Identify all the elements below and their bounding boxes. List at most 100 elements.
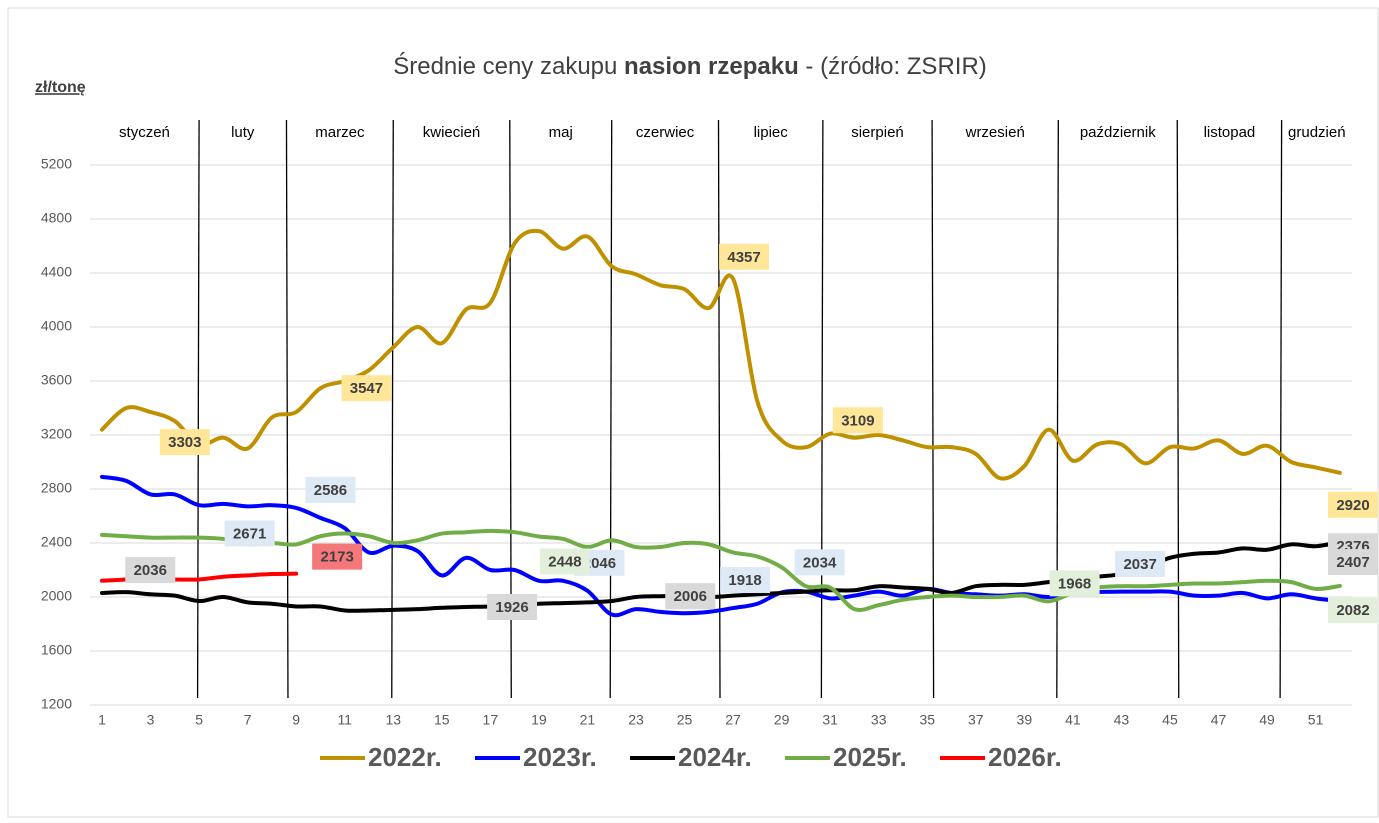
series-line	[100, 474, 1342, 618]
x-tick-label: 27	[725, 712, 741, 728]
month-label: styczeń	[119, 124, 170, 141]
series-line-group	[100, 474, 1342, 618]
data-label-bg	[1328, 491, 1378, 518]
x-tick-label: 5	[195, 712, 203, 728]
data-label-bg	[720, 567, 771, 594]
legend-label: 2022r.	[368, 742, 442, 772]
data-label: 2046	[583, 555, 616, 572]
data-label-bg	[341, 375, 392, 402]
x-tick-label: 15	[434, 712, 450, 728]
series-line	[100, 528, 1342, 612]
x-tick-label: 39	[1017, 712, 1033, 728]
y-tick-label: 4800	[41, 210, 72, 226]
x-tick-label: 49	[1259, 712, 1275, 728]
month-label: listopad	[1204, 124, 1256, 141]
month-label: sierpień	[851, 124, 904, 141]
x-tick-label: 25	[677, 712, 693, 728]
x-tick-label: 33	[871, 712, 887, 728]
x-tick-label: 41	[1065, 712, 1081, 728]
month-label: luty	[231, 124, 255, 141]
chart-frame	[7, 7, 1379, 818]
data-label: 2173	[320, 549, 353, 566]
data-label: 2006	[674, 588, 707, 605]
data-label-bg	[125, 557, 176, 584]
x-tick-label: 9	[292, 712, 300, 728]
x-tick-label: 21	[580, 712, 596, 728]
data-label: 3109	[841, 412, 874, 429]
series-line	[100, 228, 1342, 481]
x-tick-label: 43	[1114, 712, 1130, 728]
legend-label: 2025r.	[833, 742, 907, 772]
data-label: 2448	[548, 553, 581, 570]
data-label: 1926	[495, 599, 528, 616]
month-boundary	[1279, 119, 1283, 699]
month-boundary	[931, 119, 935, 699]
y-tick-label: 4400	[41, 264, 72, 280]
data-label: 3303	[168, 434, 201, 451]
data-label-bg	[665, 583, 716, 610]
data-label-bg	[1328, 549, 1378, 576]
x-tick-label: 11	[337, 712, 352, 728]
x-tick-label: 37	[968, 712, 984, 728]
month-boundary	[391, 119, 394, 699]
data-label: 2407	[1336, 554, 1369, 571]
month-boundary	[820, 119, 824, 699]
y-tick-label: 1600	[41, 642, 72, 658]
y-tick-label: 2800	[41, 480, 72, 496]
x-tick-label: 3	[147, 712, 155, 728]
month-label: lipiec	[754, 124, 789, 141]
data-label: 2920	[1336, 497, 1369, 514]
data-label-bg	[305, 476, 356, 503]
data-label: 1968	[1058, 575, 1091, 592]
title-part: Średnie ceny zakupu	[393, 52, 624, 80]
y-tick-label: 2000	[41, 588, 72, 604]
data-label-bg	[832, 407, 883, 434]
month-boundary	[1176, 119, 1180, 699]
legend-label: 2026r.	[988, 742, 1062, 772]
data-label: 2036	[134, 562, 167, 579]
series-line-group	[100, 528, 1342, 612]
month-label: maj	[549, 124, 573, 141]
x-tick-label: 7	[244, 712, 252, 728]
data-label-bg	[1328, 596, 1378, 623]
data-label: 2082	[1336, 602, 1369, 619]
data-label: 2037	[1123, 556, 1156, 573]
data-label-bg	[224, 520, 275, 547]
month-label: wrzesień	[965, 124, 1025, 141]
legend-label: 2024r.	[678, 742, 752, 772]
x-tick-label: 1	[98, 712, 106, 728]
y-tick-label: 5200	[41, 156, 72, 172]
month-label: październik	[1080, 124, 1156, 141]
data-label-bg	[1049, 570, 1100, 597]
data-label: 1918	[728, 572, 761, 589]
data-label-bg	[794, 549, 845, 576]
month-boundary	[1056, 119, 1059, 699]
data-label-bg	[487, 593, 538, 620]
x-tick-label: 31	[822, 712, 838, 728]
x-tick-label: 47	[1211, 712, 1227, 728]
month-boundary	[717, 119, 721, 699]
series-line-group	[100, 228, 1342, 481]
x-tick-label: 29	[774, 712, 790, 728]
month-label: czerwiec	[636, 124, 695, 141]
month-label: grudzień	[1288, 124, 1346, 141]
data-label-bg	[159, 429, 210, 456]
chart-title: Średnie ceny zakupu nasion rzepaku - (źr…	[393, 52, 987, 80]
month-label: kwiecień	[423, 124, 481, 141]
data-label: 2671	[233, 525, 266, 542]
data-label: 2586	[314, 482, 347, 499]
y-tick-label: 1200	[41, 696, 72, 712]
data-label: 2034	[803, 554, 837, 571]
x-tick-label: 51	[1308, 712, 1324, 728]
y-axis-label: zł/tonę	[35, 79, 86, 96]
data-label-bg	[312, 543, 363, 570]
x-tick-label: 23	[628, 712, 644, 728]
x-tick-label: 17	[483, 712, 499, 728]
title-part: nasion rzepaku	[624, 53, 799, 80]
data-label-bg	[539, 548, 590, 575]
x-tick-label: 45	[1162, 712, 1178, 728]
data-label-bg	[719, 243, 770, 270]
title-part: - (źródło: ZSRIR)	[799, 53, 987, 80]
y-tick-label: 3600	[41, 372, 72, 388]
